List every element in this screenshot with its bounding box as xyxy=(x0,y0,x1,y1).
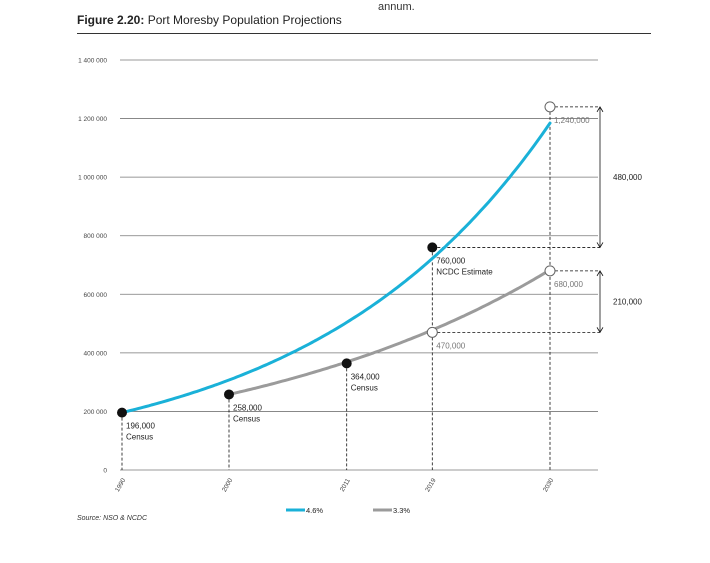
y-tick-label: 1 000 000 xyxy=(78,175,107,182)
x-tick-label: 2000 xyxy=(221,477,234,493)
data-point-filled xyxy=(341,358,352,369)
y-tick-label: 0 xyxy=(103,468,107,475)
data-point-filled xyxy=(117,407,127,418)
y-tick-label: 600 000 xyxy=(84,292,108,299)
guide-layer xyxy=(121,106,604,470)
data-point-filled xyxy=(224,389,234,400)
legend: 4.6% 3.3% xyxy=(286,506,410,515)
bracket-arrow-down xyxy=(596,327,604,334)
series-line-3-3pct xyxy=(227,268,552,396)
point-value-label: 258,000 xyxy=(233,403,262,412)
y-tick-label: 800 000 xyxy=(84,233,108,240)
point-caption-label: Census xyxy=(126,433,153,442)
point-caption-label: NCDC Estimate xyxy=(436,267,493,276)
x-tick-label: 2019 xyxy=(424,477,437,493)
y-tick-label: 1 200 000 xyxy=(78,116,107,123)
y-tick-label: 400 000 xyxy=(84,350,108,357)
y-tick-label: 1 400 000 xyxy=(78,58,107,65)
data-point-open xyxy=(426,326,438,338)
series-layer xyxy=(120,121,552,415)
point-value-label: 470,000 xyxy=(436,341,465,350)
marker-layer xyxy=(117,101,556,418)
point-caption-label: Census xyxy=(351,383,378,392)
data-point-filled xyxy=(427,242,438,253)
preceding-text-fragment: annum. xyxy=(378,1,415,13)
figure-title: Figure 2.20: Port Moresby Population Pro… xyxy=(77,13,342,27)
point-value-label: 196,000 xyxy=(126,422,155,431)
bracket-arrow-up xyxy=(596,106,604,113)
label-layer: 196,000 Census 258,000 Census 364,000 Census 7… xyxy=(126,116,642,442)
source-note: Source: NSO & NCDC xyxy=(77,515,148,522)
x-tick-label: 2030 xyxy=(542,477,555,493)
difference-label: 480,000 xyxy=(613,173,642,182)
series-line-4-6pct xyxy=(120,121,552,415)
bracket-arrow-down xyxy=(596,242,604,249)
difference-label: 210,000 xyxy=(613,298,642,307)
legend-label: 3.3% xyxy=(393,506,410,515)
point-caption-label: Census xyxy=(233,414,260,423)
grid-layer: 0 200 000 400 000 600 000 800 000 1 000 000 1 … xyxy=(78,58,598,493)
bracket-arrow-up xyxy=(596,270,604,277)
legend-label: 4.6% xyxy=(306,506,323,515)
y-tick-label: 200 000 xyxy=(84,409,108,416)
point-value-label: 680,000 xyxy=(554,280,583,289)
point-value-label: 364,000 xyxy=(351,372,380,381)
data-point-open xyxy=(544,265,556,277)
title-rule xyxy=(77,33,651,34)
data-point-open xyxy=(544,101,556,113)
figure-title-text: Port Moresby Population Projections xyxy=(147,13,342,27)
point-value-label: 760,000 xyxy=(436,256,465,265)
figure-label: Figure 2.20: xyxy=(77,13,145,27)
x-tick-label: 2011 xyxy=(339,477,352,493)
x-tick-label: 1990 xyxy=(114,477,127,493)
point-value-label: 1,240,000 xyxy=(554,116,590,125)
